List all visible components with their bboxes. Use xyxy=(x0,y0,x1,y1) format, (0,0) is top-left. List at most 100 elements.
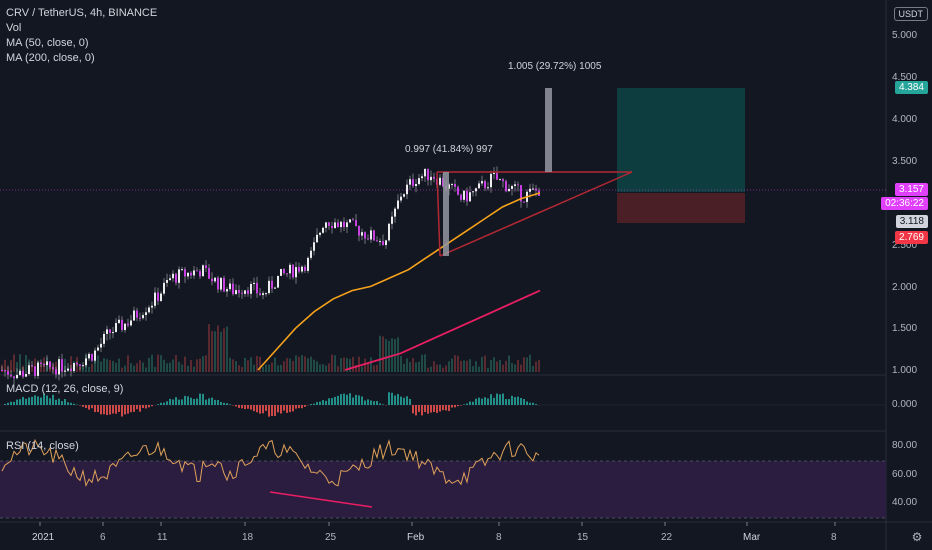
rsi-tick: 80.00 xyxy=(892,440,918,451)
macd-bar xyxy=(160,402,162,405)
macd-bar xyxy=(430,405,432,413)
volume-bar xyxy=(193,366,195,372)
macd-bar xyxy=(253,405,255,412)
candle-body xyxy=(412,179,414,187)
volume-bar xyxy=(493,357,495,372)
chart-title: CRV / TetherUS, 4h, BINANCE xyxy=(6,7,158,19)
macd-bar xyxy=(151,405,153,407)
volume-bar xyxy=(337,366,339,372)
rsi-line xyxy=(1,438,540,488)
macd-bar xyxy=(247,405,249,409)
time-axis xyxy=(39,522,836,526)
macd-bar xyxy=(112,405,114,414)
macd-bar xyxy=(487,398,489,405)
macd-bar xyxy=(133,405,135,412)
volume-bar xyxy=(322,364,324,372)
stop-zone xyxy=(617,193,745,223)
macd-bar xyxy=(349,393,351,405)
rsi-tick: 40.00 xyxy=(892,497,918,508)
candle-body xyxy=(463,190,465,200)
volume-bar xyxy=(385,339,387,372)
indicator-ma200: MA (200, close, 0) xyxy=(6,52,95,64)
volume-bar xyxy=(418,361,420,372)
volume-bar xyxy=(514,364,516,372)
macd-bar xyxy=(466,403,468,405)
macd-bar xyxy=(37,396,39,405)
volume-bar xyxy=(532,365,534,372)
candle-body xyxy=(490,173,492,188)
macd-bar xyxy=(529,402,531,405)
candle-body xyxy=(472,191,474,193)
candle-body xyxy=(286,273,288,275)
volume-bar xyxy=(478,366,480,372)
candle-body xyxy=(460,194,462,200)
macd-bar xyxy=(358,395,360,405)
candle-body xyxy=(379,241,381,243)
macd-bar xyxy=(493,397,495,405)
macd-bar xyxy=(94,405,96,413)
macd-bar xyxy=(379,403,381,405)
volume-bar xyxy=(406,358,408,372)
macd-bar xyxy=(85,405,87,409)
volume-bar xyxy=(472,366,474,372)
volume-bar xyxy=(367,363,369,372)
candle-body xyxy=(139,317,141,319)
macd-bar xyxy=(472,401,474,405)
volume-bar xyxy=(331,354,333,372)
candle-body xyxy=(373,230,375,241)
volume-bar xyxy=(160,355,162,372)
volume-bar xyxy=(112,360,114,372)
macd-bar xyxy=(268,405,270,417)
macd-bar xyxy=(298,405,300,409)
volume-bar xyxy=(100,361,102,372)
candle-body xyxy=(253,282,255,285)
volume-bar xyxy=(349,359,351,372)
candle-body xyxy=(415,184,417,187)
macd-bar xyxy=(265,405,267,411)
volume-bar xyxy=(169,362,171,372)
macd-bar xyxy=(355,394,357,405)
candle-body xyxy=(214,277,216,282)
candle-body xyxy=(22,370,24,377)
candle-body xyxy=(124,323,126,331)
candle-body xyxy=(187,272,189,277)
macd-bar xyxy=(337,395,339,405)
macd-bar xyxy=(214,399,216,405)
candle-body xyxy=(106,329,108,334)
candle-body xyxy=(391,216,393,224)
volume-bar xyxy=(286,358,288,372)
macd-bar xyxy=(163,402,165,405)
macd-bar xyxy=(484,397,486,405)
macd-bar xyxy=(28,397,30,405)
volume-bar xyxy=(25,355,27,372)
candle-body xyxy=(58,359,60,375)
volume-bar xyxy=(460,360,462,372)
candle-body xyxy=(466,190,468,202)
macd-bar xyxy=(217,400,219,405)
candle-body xyxy=(352,219,354,221)
candle-body xyxy=(400,196,402,201)
time-label: 6 xyxy=(100,532,106,543)
currency-button[interactable]: USDT xyxy=(893,7,928,21)
candle-body xyxy=(229,283,231,290)
candle-body xyxy=(25,374,27,377)
macd-bar xyxy=(52,394,54,405)
volume-bar xyxy=(409,362,411,372)
volume-bar xyxy=(535,361,537,372)
candle-body xyxy=(340,221,342,228)
macd-bar xyxy=(97,405,99,413)
volume-bar xyxy=(481,356,483,372)
candle-body xyxy=(94,350,96,361)
target-zone xyxy=(617,88,745,192)
settings-gear-icon[interactable]: ⚙ xyxy=(911,530,923,544)
macd-bar xyxy=(403,397,405,405)
volume-bar xyxy=(283,361,285,372)
candle-body xyxy=(496,173,498,180)
volume-bar xyxy=(196,359,198,372)
macd-bar xyxy=(100,405,102,415)
candle-body xyxy=(220,277,222,290)
macd-title: MACD (12, 26, close, 9) xyxy=(6,383,124,395)
candle-body xyxy=(79,364,81,366)
target-price-label: 4.384 xyxy=(894,81,928,94)
candle-body xyxy=(343,221,345,228)
